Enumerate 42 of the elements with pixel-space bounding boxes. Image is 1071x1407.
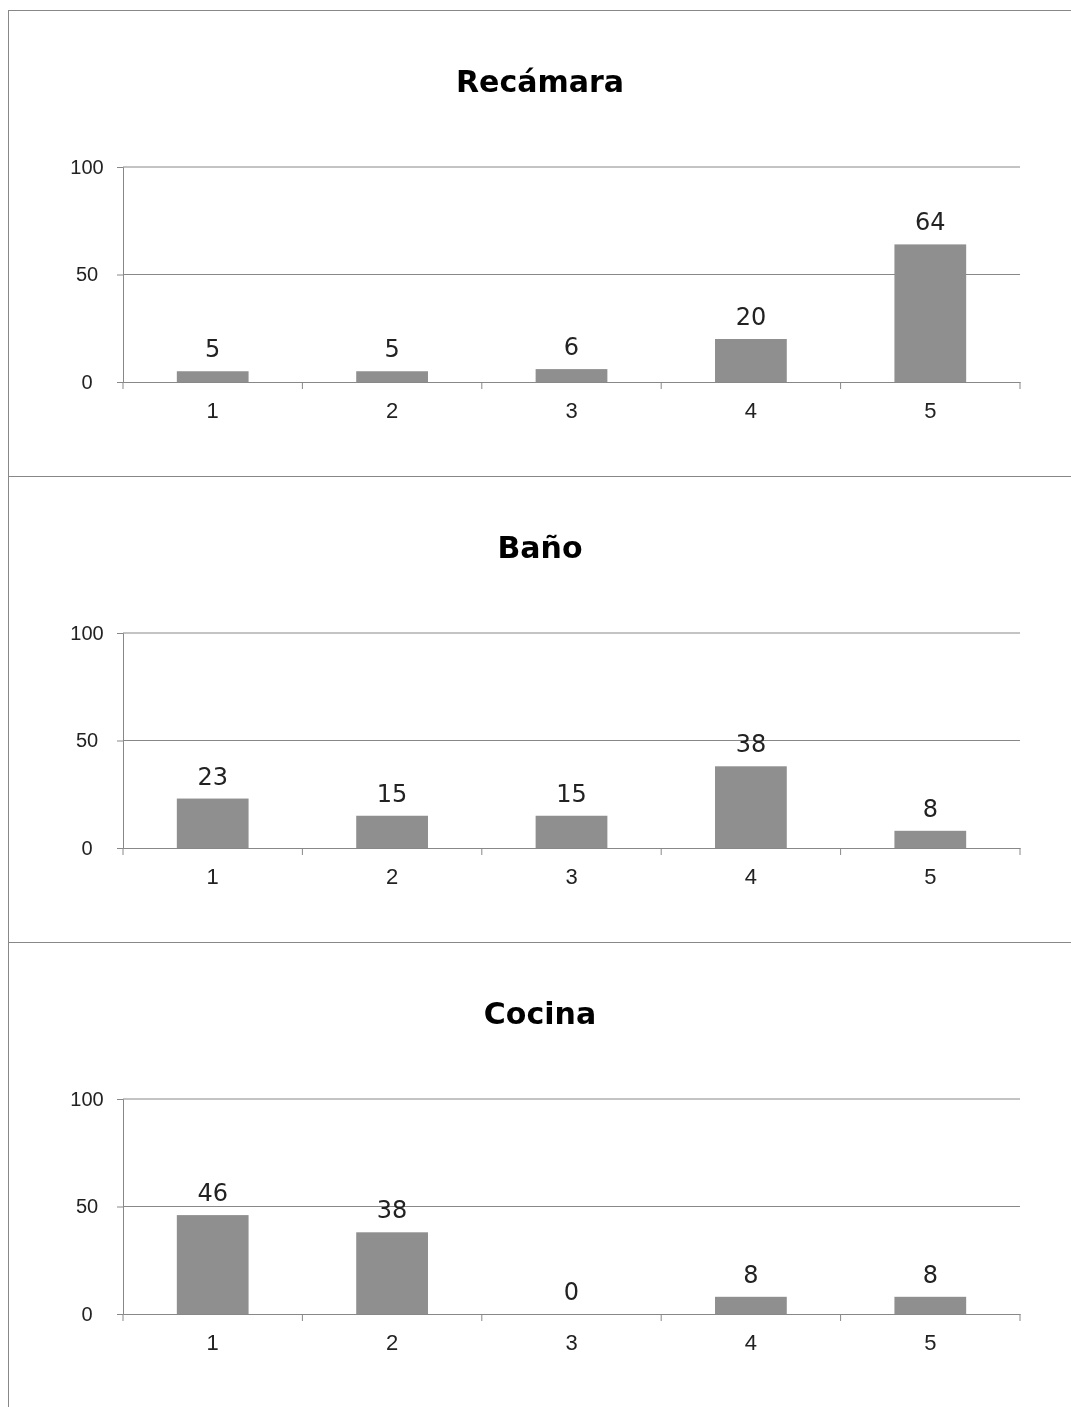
x-tick-label: 5	[924, 863, 937, 889]
data-label: 8	[922, 794, 938, 823]
x-tick-label: 2	[385, 863, 399, 889]
x-tick-label: 5	[924, 1329, 937, 1355]
y-tick-label: 100	[70, 1087, 104, 1110]
x-tick-label: 4	[744, 1329, 758, 1355]
chart-title: Cocina	[483, 996, 597, 1031]
y-tick-label: 100	[70, 621, 104, 644]
y-tick-label: 100	[70, 155, 104, 178]
data-label: 38	[376, 1196, 408, 1225]
data-label: 0	[563, 1278, 580, 1306]
data-label: 64	[915, 208, 946, 237]
data-label: 38	[735, 730, 767, 759]
y-tick-label: 50	[75, 1195, 99, 1218]
y-tick-label: 0	[81, 1302, 93, 1325]
data-label: 8	[922, 1260, 938, 1289]
x-tick-label: 2	[385, 1329, 399, 1355]
data-label: 5	[384, 335, 400, 364]
data-label: 15	[556, 779, 587, 808]
chart-title: Recámara	[455, 64, 625, 99]
x-tick-label: 1	[206, 397, 219, 423]
x-tick-label: 4	[744, 397, 758, 423]
x-tick-label: 3	[565, 397, 578, 423]
y-tick-label: 0	[81, 370, 93, 393]
data-label: 23	[197, 762, 228, 791]
data-label: 15	[376, 779, 408, 808]
data-label: 8	[743, 1260, 759, 1289]
x-tick-label: 2	[385, 397, 399, 423]
x-tick-label: 1	[206, 863, 219, 889]
chart-title: Baño	[497, 530, 583, 565]
y-tick-label: 0	[81, 836, 93, 859]
data-label: 6	[563, 333, 580, 362]
x-tick-label: 3	[565, 863, 578, 889]
x-tick-label: 3	[565, 1329, 578, 1355]
x-tick-label: 1	[206, 1329, 219, 1355]
data-label: 5	[205, 335, 221, 364]
data-label: 46	[197, 1179, 228, 1208]
x-tick-label: 4	[744, 863, 758, 889]
y-tick-label: 50	[75, 263, 99, 286]
y-tick-label: 50	[75, 729, 99, 752]
x-tick-label: 5	[924, 397, 937, 423]
data-label: 20	[735, 303, 767, 331]
